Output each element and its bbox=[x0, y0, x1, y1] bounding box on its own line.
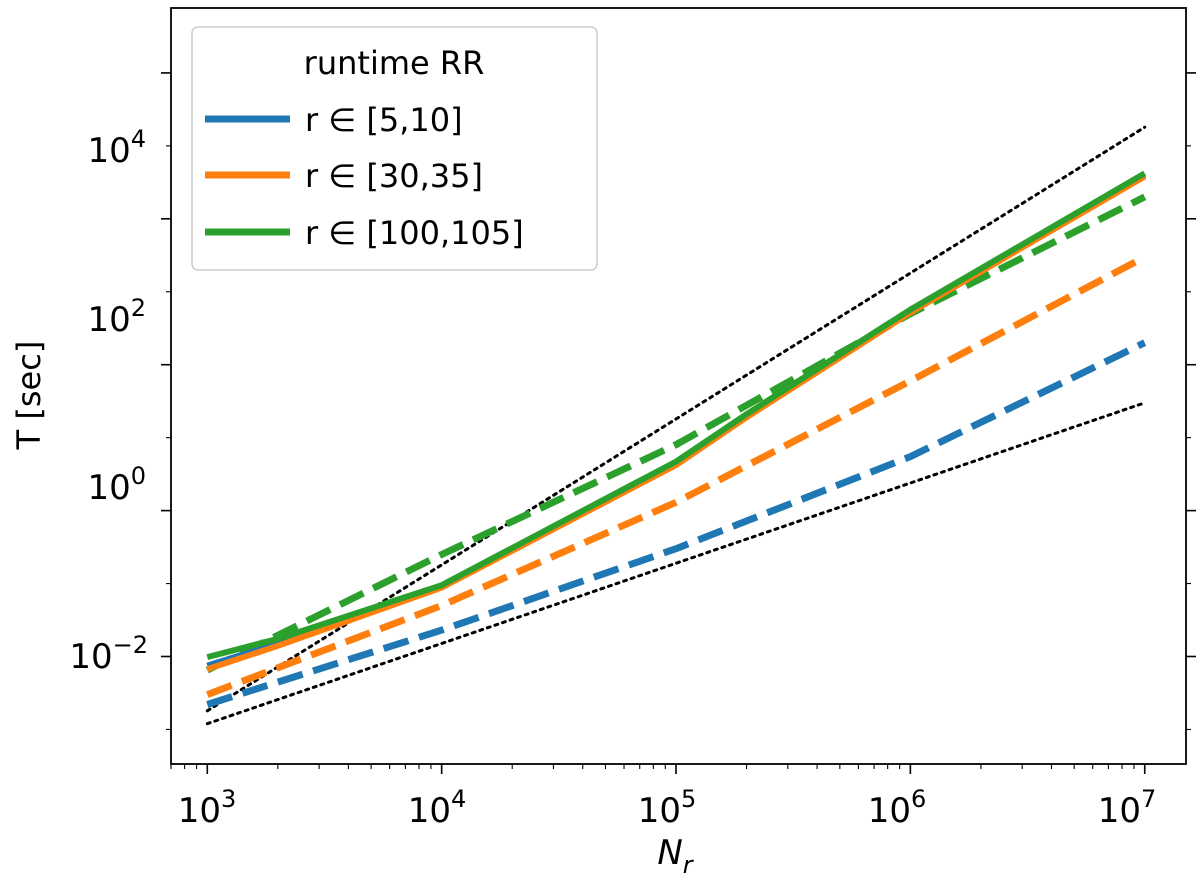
y-tick-label: 100 bbox=[87, 462, 146, 508]
x-tick-label: 107 bbox=[1098, 785, 1157, 831]
x-tick-label: 105 bbox=[638, 785, 697, 831]
plot-frame bbox=[170, 7, 1187, 765]
y-tick-label: 102 bbox=[87, 294, 146, 340]
series-dashed-line bbox=[206, 253, 1147, 698]
x-tick-label: 106 bbox=[868, 785, 927, 831]
reference-dotted-line bbox=[205, 401, 1147, 726]
legend-label: r ∈ [30,35] bbox=[305, 157, 483, 195]
legend-label: r ∈ [5,10] bbox=[305, 101, 463, 139]
y-tick-label: 10−2 bbox=[69, 631, 148, 677]
legend: runtime RR r ∈ [5,10] r ∈ [30,35] r ∈ [1… bbox=[191, 26, 598, 271]
x-axis-label: Nr bbox=[657, 833, 694, 874]
series-solid-line bbox=[206, 170, 1147, 661]
legend-box bbox=[191, 26, 598, 271]
y-axis-label: T [sec] bbox=[10, 341, 48, 451]
series-dashed-line bbox=[206, 339, 1147, 708]
series-layer bbox=[205, 125, 1147, 726]
legend-title: runtime RR bbox=[304, 44, 485, 82]
x-tick-labels: 103 104 105 106 107 bbox=[178, 785, 1157, 831]
legend-label: r ∈ [100,105] bbox=[305, 214, 524, 252]
y-tick-label: 104 bbox=[87, 125, 146, 171]
x-tick-label: 104 bbox=[408, 785, 467, 831]
x-tick-label: 103 bbox=[178, 785, 237, 831]
y-tick-labels: 10−2 100 102 104 bbox=[69, 125, 148, 677]
series-dashed-line bbox=[205, 193, 1147, 674]
